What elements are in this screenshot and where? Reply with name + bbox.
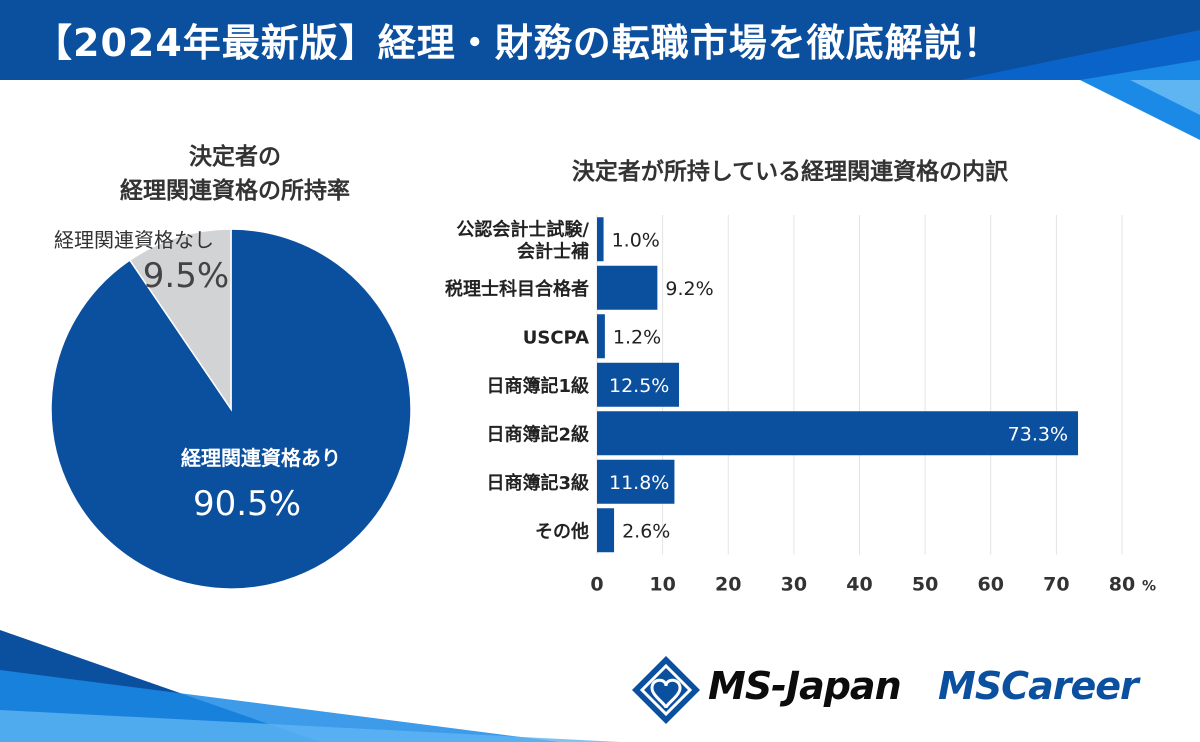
bar-value-label: 9.2% xyxy=(665,278,713,300)
pie-label-yes: 経理関連資格あり xyxy=(181,446,341,470)
category-label: 会計士補 xyxy=(517,240,589,262)
bar-6 xyxy=(597,508,615,553)
bar-value-label: 1.2% xyxy=(613,326,661,348)
x-tick-label: 0 xyxy=(590,574,603,596)
bar-2 xyxy=(597,314,605,359)
category-label: 日商簿記1級 xyxy=(486,375,589,397)
x-tick-label: 30 xyxy=(781,574,807,596)
bar-value-label: 11.8% xyxy=(609,472,669,494)
category-label: 税理士科目合格者 xyxy=(445,278,589,300)
pie-title-line-2: 経理関連資格の所持率 xyxy=(120,178,350,204)
bar-1 xyxy=(597,265,658,310)
category-label: 公認会計士試験/ xyxy=(456,218,589,240)
page-title: 【2024年最新版】経理・財務の転職市場を徹底解説！ xyxy=(34,21,1002,65)
bar-value-label: 73.3% xyxy=(1008,423,1068,445)
bar-5 xyxy=(597,459,675,504)
bar-value-label: 2.6% xyxy=(622,520,670,542)
category-label: 日商簿記2級 xyxy=(486,423,589,445)
x-tick-label: 50 xyxy=(912,574,938,596)
x-tick-label: 20 xyxy=(715,574,741,596)
pie-title-line-1: 決定者の xyxy=(189,144,281,170)
ms-japan-logo-icon xyxy=(632,656,700,724)
bar-4 xyxy=(597,411,1079,456)
pie-label-no: 経理関連資格なし xyxy=(54,228,214,252)
logo-area: MS-Japan MSCareer xyxy=(630,650,1190,730)
corner-stripes-bottom-left xyxy=(0,630,620,742)
pie-slice-1 xyxy=(128,228,232,412)
pie-value-no: 9.5% xyxy=(143,256,229,296)
bar-value-label: 12.5% xyxy=(609,375,669,397)
category-label: その他 xyxy=(535,520,589,542)
category-label: USCPA xyxy=(523,327,589,348)
category-label: 日商簿記3級 xyxy=(486,472,589,494)
x-tick-label: 60 xyxy=(978,574,1004,596)
bar-value-label: 1.0% xyxy=(612,229,660,251)
x-tick-label: 40 xyxy=(846,574,872,596)
pie-value-yes: 90.5% xyxy=(193,484,301,524)
corner-stripes-top-right xyxy=(960,30,1200,140)
pie-chart-title: 決定者の 経理関連資格の所持率 xyxy=(60,140,410,208)
x-tick-label: 10 xyxy=(649,574,675,596)
x-unit-label: % xyxy=(1142,579,1156,595)
ms-japan-logo: MS-Japan xyxy=(708,664,902,708)
bar-0 xyxy=(597,217,604,262)
ms-career-logo: MSCareer xyxy=(938,664,1139,708)
bar-3 xyxy=(597,362,680,407)
header-banner: 【2024年最新版】経理・財務の転職市場を徹底解説！ xyxy=(0,0,1200,80)
bar-chart-title: 決定者が所持している経理関連資格の内訳 xyxy=(571,159,1009,185)
x-tick-label: 70 xyxy=(1043,574,1069,596)
x-tick-label: 80 xyxy=(1109,574,1135,596)
